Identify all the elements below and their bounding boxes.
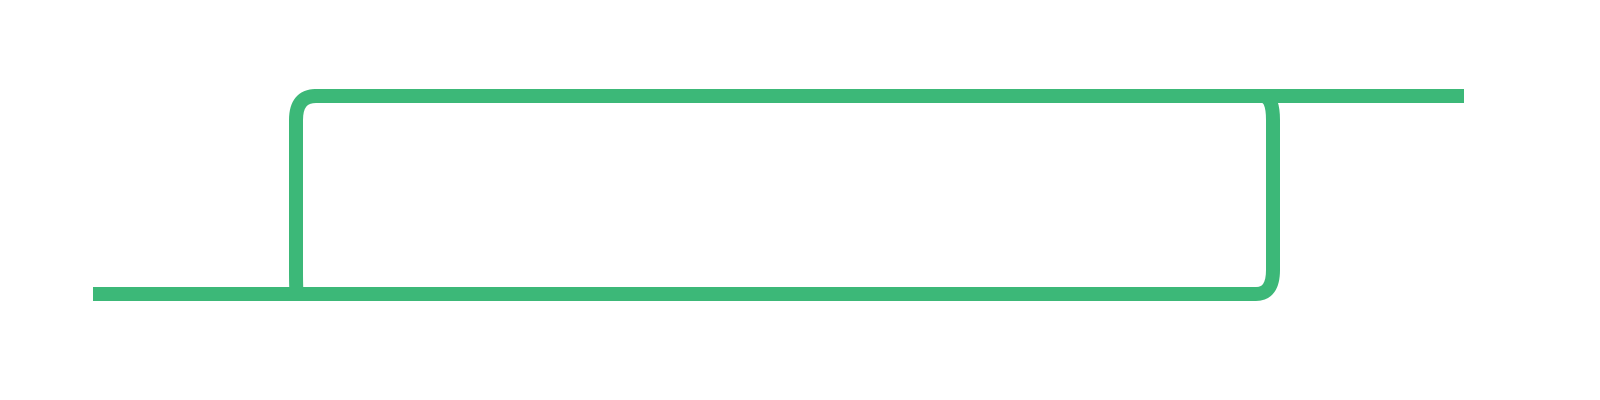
bottom-rail [93,89,1280,301]
loop-left-side [289,89,317,301]
